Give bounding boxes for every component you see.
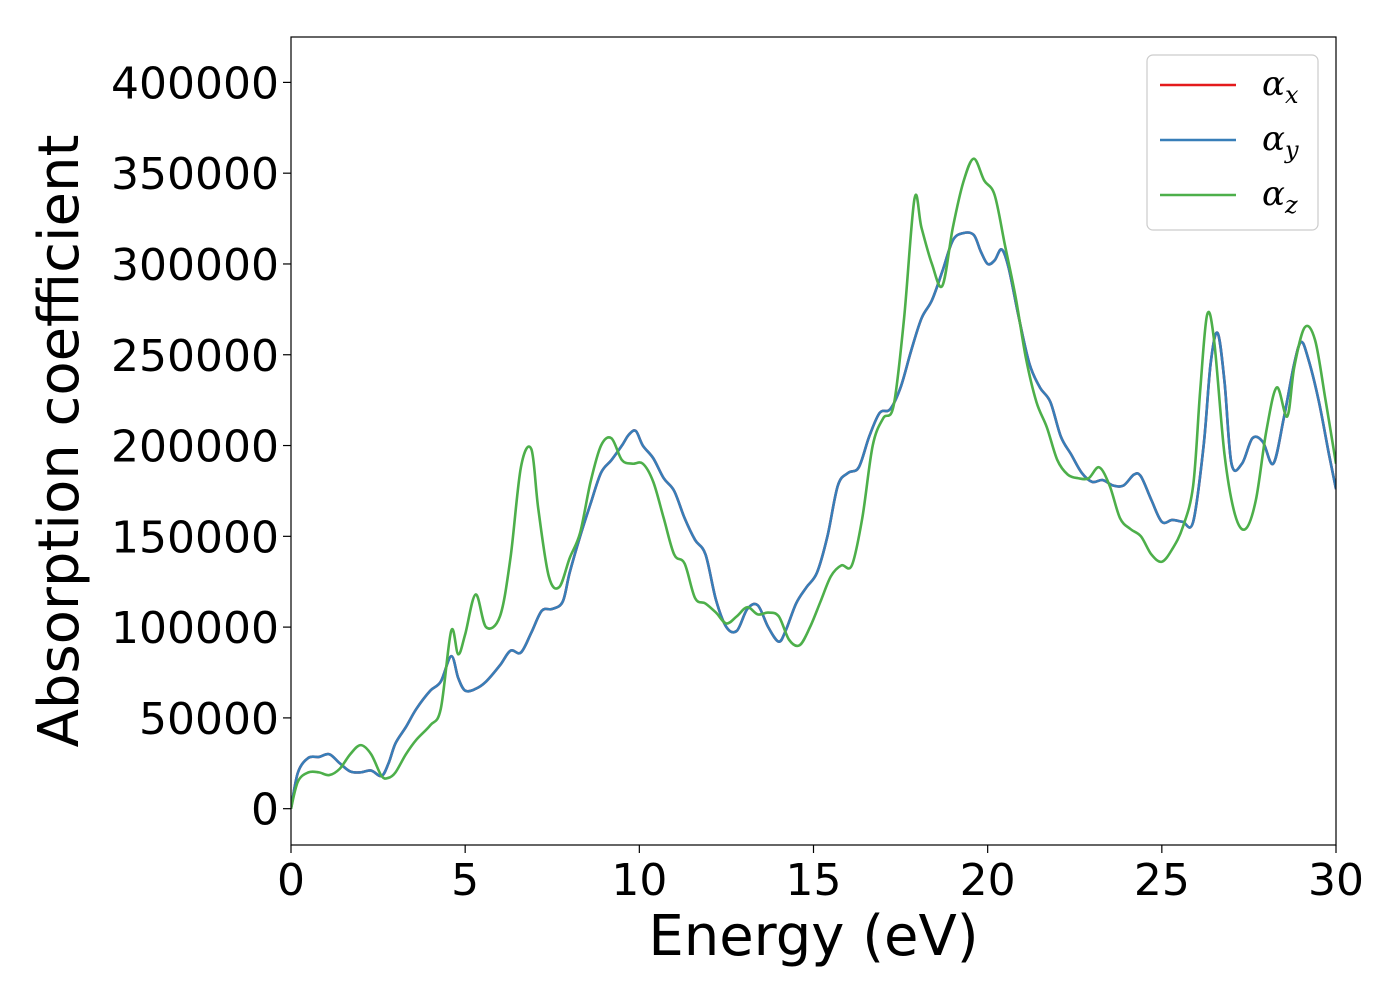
y-tick-label: 200000 (111, 422, 279, 473)
x-tick-label: 25 (1134, 855, 1190, 906)
x-axis: 0 5 10 15 20 25 30 (277, 845, 1364, 906)
series-layer (291, 157, 1336, 810)
x-tick-label: 30 (1308, 855, 1364, 906)
x-tick-label: 0 (277, 855, 305, 906)
y-tick-label: 400000 (111, 58, 279, 109)
series-line-alpha-y (291, 231, 1336, 809)
y-tick-label: 0 (251, 785, 279, 836)
y-tick-label: 300000 (111, 240, 279, 291)
series-line-alpha-z (291, 157, 1336, 810)
x-tick-label: 15 (786, 855, 842, 906)
x-tick-label: 5 (451, 855, 479, 906)
y-tick-label: 250000 (111, 331, 279, 382)
x-axis-title: Energy (eV) (648, 904, 978, 969)
legend-label-alpha-x: αx (1262, 64, 1299, 109)
y-tick-label: 350000 (111, 149, 279, 200)
legend: αx αy αz (1146, 54, 1319, 231)
x-tick-label: 10 (611, 855, 667, 906)
y-axis: 0 50000 100000 150000 200000 250000 300000 3500… (111, 58, 291, 836)
legend-label-alpha-y: αy (1262, 119, 1299, 164)
legend-label-alpha-z: αz (1262, 174, 1298, 219)
y-tick-label: 100000 (111, 603, 279, 654)
y-tick-label: 50000 (139, 694, 279, 745)
y-tick-label: 150000 (111, 512, 279, 563)
x-tick-label: 20 (960, 855, 1016, 906)
y-axis-title: Absorption coefficient (27, 135, 92, 748)
legend-box (1146, 54, 1319, 231)
